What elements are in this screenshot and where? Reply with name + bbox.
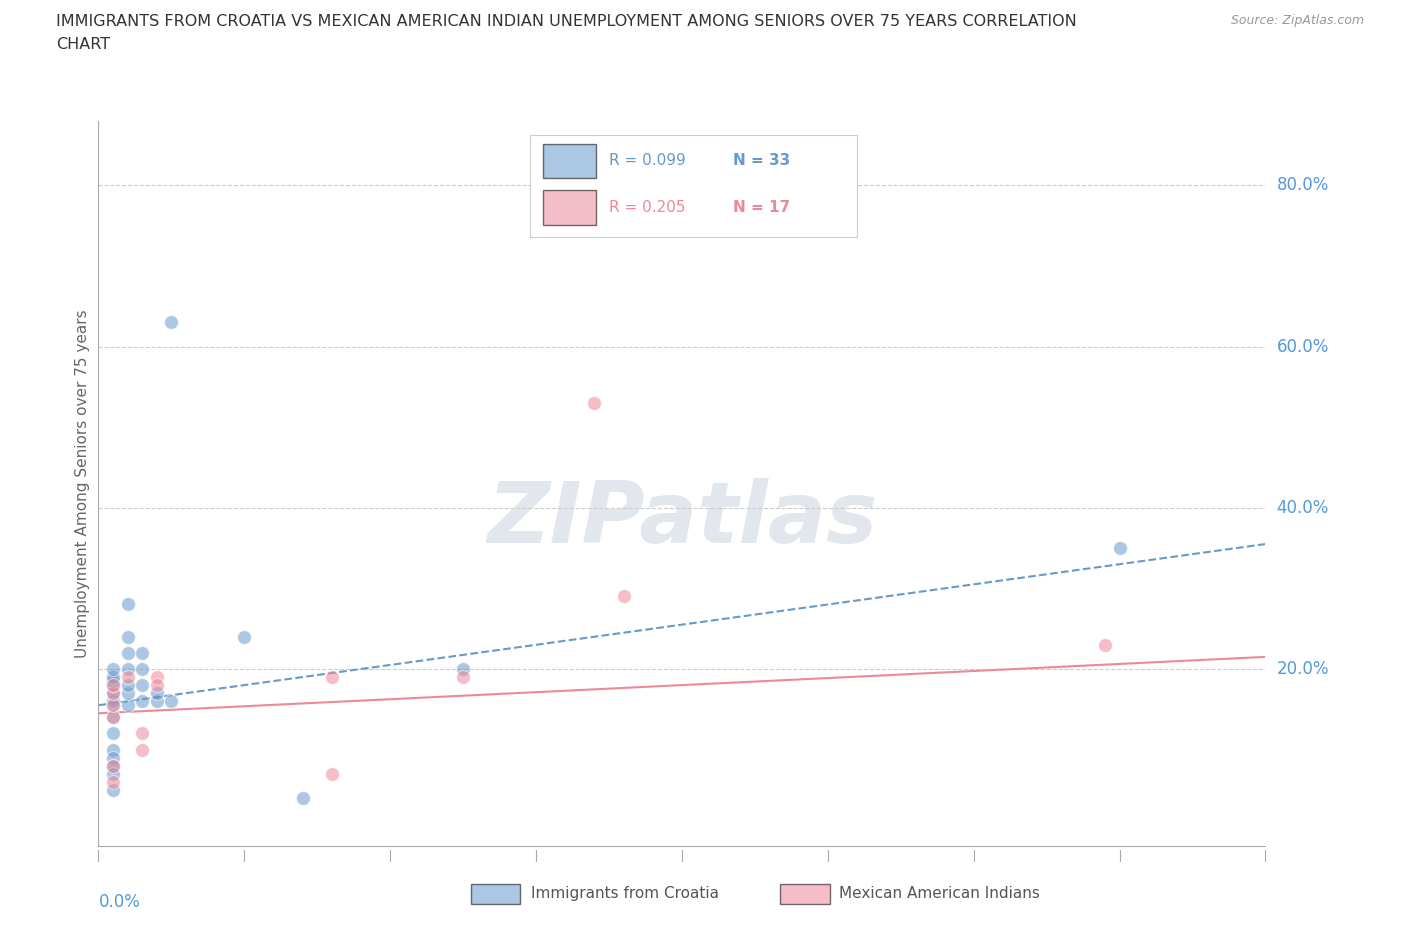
Point: [101, 710, 124, 724]
Text: 60.0%: 60.0%: [1277, 338, 1329, 355]
Point: [117, 597, 139, 612]
Point: [146, 694, 169, 709]
Point: [291, 790, 314, 805]
Point: [101, 694, 124, 709]
Point: [101, 673, 124, 688]
FancyBboxPatch shape: [543, 191, 596, 225]
Text: 0.0%: 0.0%: [98, 894, 141, 911]
Point: [146, 670, 169, 684]
Point: [117, 645, 139, 660]
Point: [117, 661, 139, 676]
Text: N = 17: N = 17: [733, 200, 790, 215]
Point: [131, 678, 153, 693]
Text: N = 33: N = 33: [733, 153, 790, 168]
Point: [146, 678, 169, 693]
Point: [117, 678, 139, 693]
Point: [101, 670, 124, 684]
Point: [117, 685, 139, 700]
Point: [1094, 637, 1116, 652]
Point: [146, 685, 169, 700]
Text: R = 0.205: R = 0.205: [609, 200, 685, 215]
Point: [101, 698, 124, 712]
Point: [321, 670, 343, 684]
Point: [101, 758, 124, 773]
Point: [101, 726, 124, 741]
Point: [583, 395, 606, 410]
Point: [321, 766, 343, 781]
Point: [101, 685, 124, 700]
Text: Source: ZipAtlas.com: Source: ZipAtlas.com: [1230, 14, 1364, 27]
Text: 40.0%: 40.0%: [1277, 498, 1329, 517]
Point: [131, 726, 153, 741]
Text: Mexican American Indians: Mexican American Indians: [839, 886, 1040, 901]
Point: [101, 661, 124, 676]
Text: ZIPatlas: ZIPatlas: [486, 478, 877, 562]
Point: [131, 742, 153, 757]
Point: [233, 630, 256, 644]
Point: [101, 766, 124, 781]
Point: [101, 742, 124, 757]
Point: [160, 315, 183, 330]
Point: [131, 694, 153, 709]
Y-axis label: Unemployment Among Seniors over 75 years: Unemployment Among Seniors over 75 years: [75, 310, 90, 658]
Point: [117, 630, 139, 644]
Text: IMMIGRANTS FROM CROATIA VS MEXICAN AMERICAN INDIAN UNEMPLOYMENT AMONG SENIORS OV: IMMIGRANTS FROM CROATIA VS MEXICAN AMERI…: [56, 14, 1077, 29]
Point: [101, 751, 124, 765]
Point: [131, 645, 153, 660]
Point: [451, 661, 474, 676]
Point: [117, 670, 139, 684]
Point: [160, 694, 183, 709]
Point: [612, 589, 634, 604]
FancyBboxPatch shape: [543, 143, 596, 178]
Text: Immigrants from Croatia: Immigrants from Croatia: [531, 886, 720, 901]
Text: R = 0.099: R = 0.099: [609, 153, 685, 168]
Point: [101, 698, 124, 712]
Point: [101, 685, 124, 700]
Point: [451, 670, 474, 684]
Point: [131, 661, 153, 676]
Point: [1108, 540, 1130, 555]
Text: CHART: CHART: [56, 37, 110, 52]
Text: 20.0%: 20.0%: [1277, 660, 1329, 678]
Point: [101, 678, 124, 693]
Point: [117, 698, 139, 712]
Point: [101, 758, 124, 773]
Point: [101, 775, 124, 790]
Point: [101, 782, 124, 797]
Point: [101, 710, 124, 724]
Point: [101, 678, 124, 693]
Text: 80.0%: 80.0%: [1277, 177, 1329, 194]
